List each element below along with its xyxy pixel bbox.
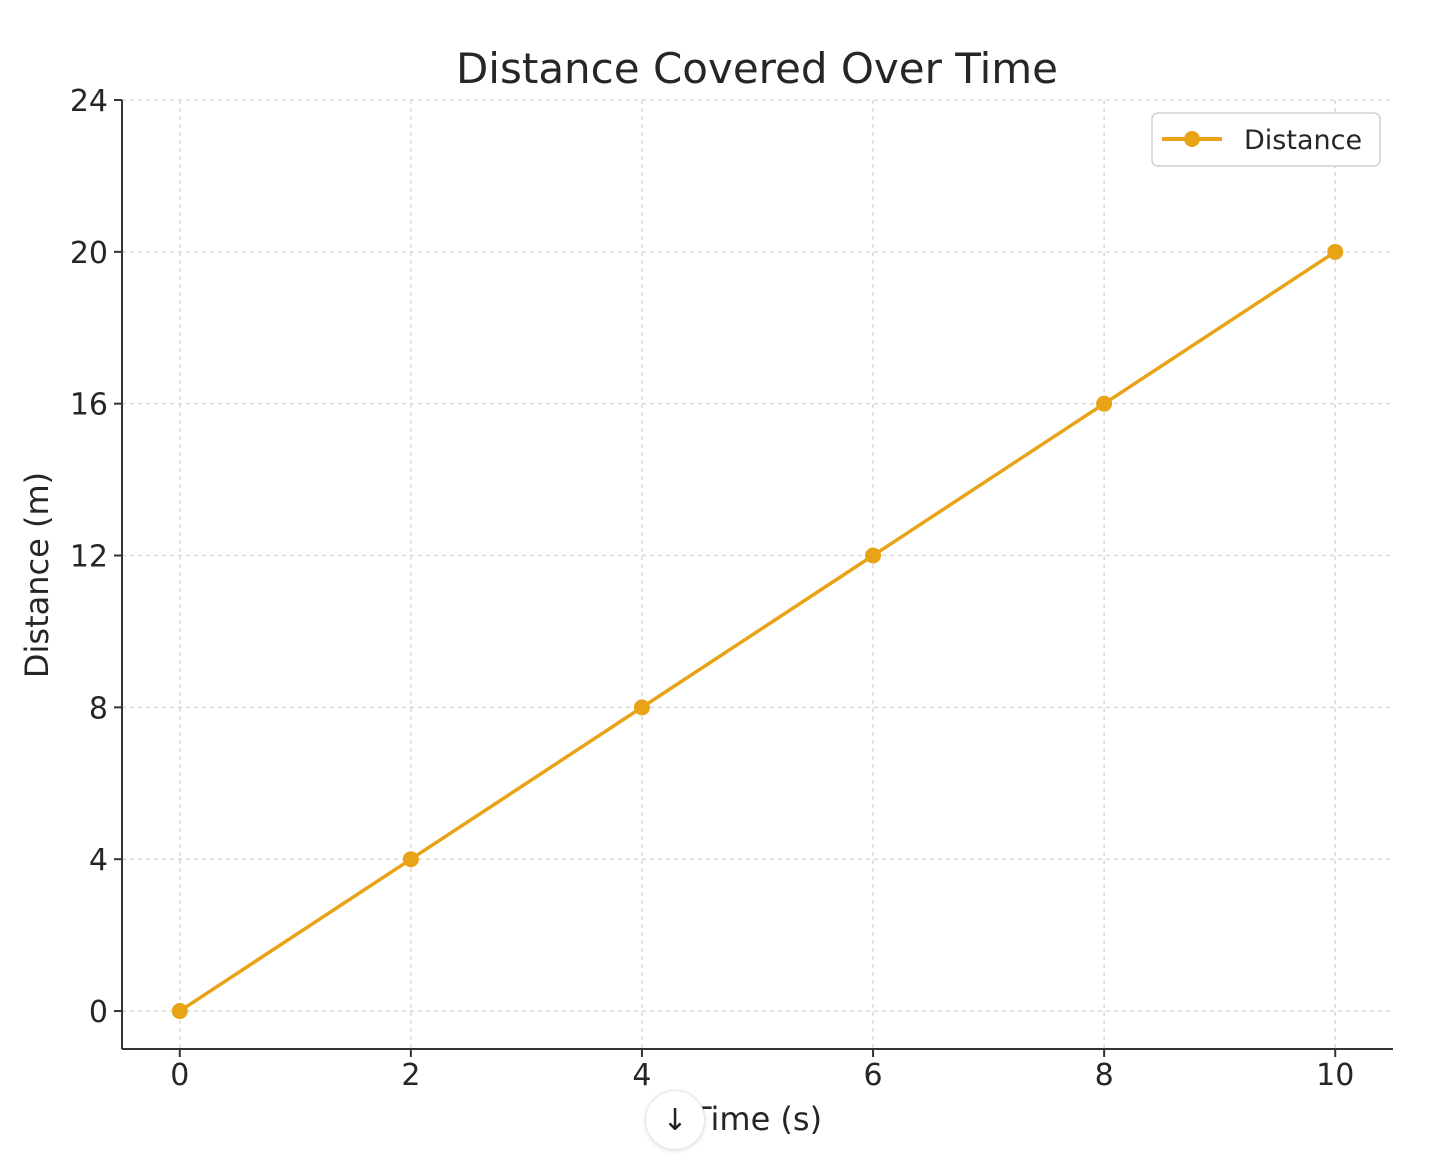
legend: Distance — [1151, 112, 1381, 167]
x-tick-label-0: 0 — [170, 1058, 189, 1093]
y-tick-label-24: 24 — [70, 84, 108, 119]
series-lines — [178, 250, 1337, 1013]
legend-marker-swatch — [1184, 131, 1200, 147]
x-axis-label: Time (s) — [691, 1100, 822, 1138]
series-line-0 — [178, 250, 1337, 1013]
data-points — [171, 243, 1344, 1020]
data-point-10 — [1327, 243, 1344, 260]
x-tick-label-2: 2 — [401, 1058, 420, 1093]
y-tick-label-12: 12 — [70, 540, 108, 575]
data-point-6 — [865, 547, 882, 564]
scroll-down-button[interactable]: ↓ — [645, 1090, 705, 1150]
y-axis-label: Distance (m) — [18, 472, 56, 678]
legend-entry-distance: Distance — [1244, 125, 1362, 156]
x-tick-label-10: 10 — [1316, 1058, 1354, 1093]
y-tick-label-4: 4 — [89, 843, 108, 878]
y-tick-label-0: 0 — [89, 995, 108, 1030]
legend-box — [1151, 112, 1381, 167]
data-point-8 — [1096, 395, 1113, 412]
y-tick-label-16: 16 — [70, 388, 108, 423]
axes — [114, 99, 1393, 1057]
x-tick-label-6: 6 — [863, 1058, 882, 1093]
data-point-2 — [402, 851, 419, 868]
data-point-0 — [171, 1003, 188, 1020]
grid-lines — [122, 99, 1393, 1049]
x-tick-label-8: 8 — [1095, 1058, 1114, 1093]
y-tick-label-20: 20 — [70, 236, 108, 271]
y-tick-label-8: 8 — [89, 691, 108, 726]
arrow-down-icon: ↓ — [662, 1102, 688, 1138]
chart-title: Distance Covered Over Time — [456, 44, 1058, 93]
data-point-4 — [633, 699, 650, 716]
x-tick-label-4: 4 — [632, 1058, 651, 1093]
